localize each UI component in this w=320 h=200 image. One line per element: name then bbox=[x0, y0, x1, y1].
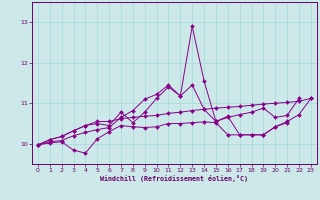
X-axis label: Windchill (Refroidissement éolien,°C): Windchill (Refroidissement éolien,°C) bbox=[100, 175, 248, 182]
